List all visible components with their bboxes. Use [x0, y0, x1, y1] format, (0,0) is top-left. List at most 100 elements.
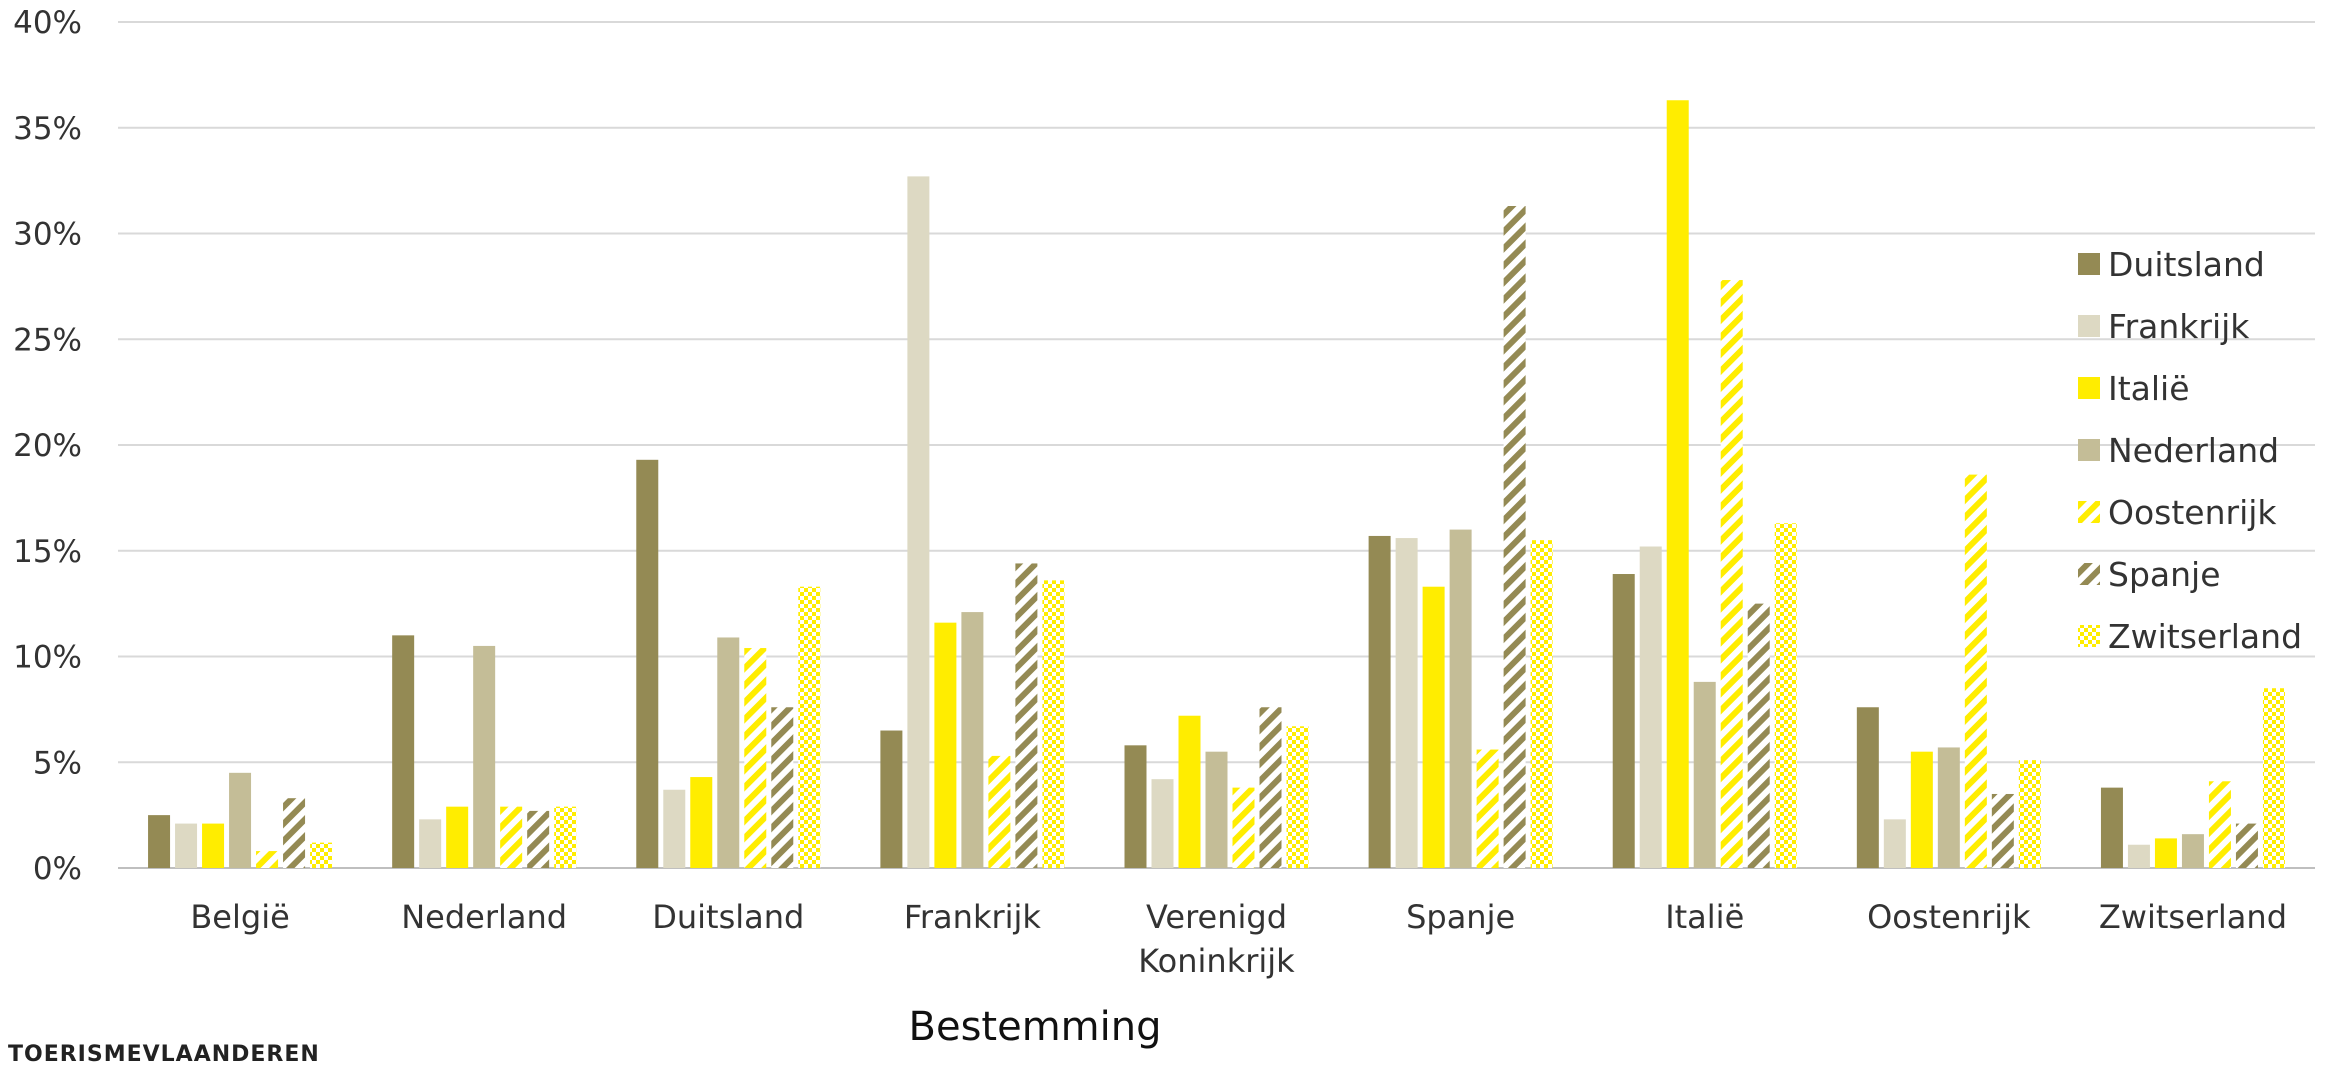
- bar-nederland-0: [229, 772, 252, 868]
- bar-duitsland-5: [1368, 535, 1391, 868]
- legend-swatch: [2078, 253, 2100, 275]
- bar-duitsland-7: [1856, 707, 1879, 868]
- legend-swatch: [2078, 625, 2100, 647]
- legend-label: Italië: [2108, 369, 2190, 408]
- bar-zwitserland-5: [1530, 540, 1553, 868]
- bar-oostenrijk-3: [988, 755, 1011, 868]
- bars: [148, 100, 2285, 868]
- bar-frankrijk-4: [1151, 779, 1174, 868]
- y-tick-label: 15%: [13, 534, 82, 570]
- bar-duitsland-8: [2100, 787, 2123, 868]
- y-tick-label: 10%: [13, 640, 82, 676]
- bar-oostenrijk-7: [1964, 474, 1987, 868]
- y-tick-label: 20%: [13, 428, 82, 464]
- bar-duitsland-3: [880, 730, 903, 868]
- bar-italië-3: [934, 622, 957, 868]
- bar-duitsland-1: [392, 635, 415, 868]
- bar-nederland-5: [1449, 529, 1472, 868]
- bar-spanje-0: [283, 798, 306, 868]
- legend-swatch: [2078, 501, 2100, 523]
- bar-italië-7: [1910, 751, 1933, 868]
- bar-nederland-3: [961, 612, 984, 868]
- bar-zwitserland-4: [1286, 726, 1309, 868]
- bar-nederland-4: [1205, 751, 1228, 868]
- bar-zwitserland-3: [1042, 580, 1065, 868]
- bar-spanje-7: [1991, 793, 2014, 868]
- bar-zwitserland-6: [1774, 523, 1797, 868]
- legend-label: Duitsland: [2108, 245, 2265, 284]
- legend-label: Frankrijk: [2108, 307, 2250, 346]
- bar-oostenrijk-0: [256, 851, 279, 868]
- bar-nederland-1: [473, 645, 496, 868]
- bar-nederland-6: [1693, 681, 1716, 868]
- x-tick-label: Spanje: [1406, 898, 1515, 936]
- bar-zwitserland-8: [2262, 688, 2285, 868]
- y-axis: 0% 5% 10% 15% 20% 25% 30% 35% 40%: [13, 5, 82, 887]
- y-tick-label: 0%: [33, 851, 82, 887]
- x-tick-label: Duitsland: [652, 898, 804, 936]
- bar-italië-5: [1422, 586, 1445, 868]
- bar-zwitserland-1: [554, 806, 577, 868]
- legend-label: Oostenrijk: [2108, 493, 2277, 532]
- bar-zwitserland-0: [310, 842, 333, 868]
- legend: Duitsland Frankrijk Italië Nederland Oostenr…: [2078, 245, 2302, 656]
- bar-italië-1: [446, 806, 469, 868]
- bar-frankrijk-8: [2127, 844, 2150, 868]
- bar-spanje-2: [771, 707, 794, 868]
- bar-spanje-6: [1747, 603, 1770, 868]
- bar-nederland-7: [1937, 747, 1960, 868]
- x-tick-label: Frankrijk: [904, 898, 1042, 936]
- bar-duitsland-2: [636, 459, 659, 868]
- legend-swatch: [2078, 439, 2100, 461]
- bar-oostenrijk-4: [1232, 787, 1255, 868]
- bar-frankrijk-5: [1395, 538, 1418, 868]
- bar-frankrijk-2: [663, 789, 686, 868]
- legend-label: Spanje: [2108, 555, 2221, 594]
- bar-spanje-3: [1015, 563, 1038, 868]
- bar-oostenrijk-1: [500, 806, 523, 868]
- x-tick-label: Verenigd Koninkrijk: [1138, 898, 1295, 980]
- bar-nederland-8: [2181, 834, 2204, 868]
- y-tick-label: 35%: [13, 111, 82, 147]
- x-axis-title: Bestemming: [909, 1004, 1162, 1050]
- bar-italië-8: [2154, 838, 2177, 868]
- legend-swatch: [2078, 563, 2100, 585]
- bar-duitsland-0: [148, 815, 171, 868]
- legend-label: Nederland: [2108, 431, 2279, 470]
- bar-spanje-8: [2235, 823, 2258, 868]
- bar-italië-0: [202, 823, 225, 868]
- bar-italië-4: [1178, 715, 1201, 868]
- bar-oostenrijk-8: [2208, 781, 2231, 868]
- x-tick-label: Italië: [1665, 898, 1744, 936]
- bar-zwitserland-2: [798, 586, 821, 868]
- legend-label: Zwitserland: [2108, 617, 2302, 656]
- bar-italië-6: [1666, 100, 1689, 868]
- footer-logo-text: TOERISMEVLAANDEREN: [8, 1042, 320, 1067]
- bar-frankrijk-0: [175, 823, 198, 868]
- y-tick-label: 25%: [13, 322, 82, 358]
- bar-frankrijk-3: [907, 176, 930, 868]
- x-tick-label: Oostenrijk: [1867, 898, 2031, 936]
- bar-duitsland-6: [1612, 574, 1635, 868]
- bar-zwitserland-7: [2018, 760, 2041, 868]
- bar-oostenrijk-6: [1720, 280, 1743, 868]
- bar-italië-2: [690, 777, 713, 868]
- x-tick-label: België: [190, 898, 289, 936]
- x-axis: België Nederland Duitsland Frankrijk Verenig…: [190, 898, 2287, 980]
- bar-oostenrijk-5: [1476, 749, 1499, 868]
- y-tick-label: 40%: [13, 5, 82, 41]
- bar-spanje-1: [527, 810, 550, 868]
- bar-spanje-5: [1503, 206, 1526, 868]
- y-tick-label: 30%: [13, 217, 82, 253]
- bar-nederland-2: [717, 637, 740, 868]
- bar-frankrijk-7: [1883, 819, 1906, 868]
- bar-duitsland-4: [1124, 745, 1147, 868]
- bar-frankrijk-6: [1639, 546, 1662, 868]
- y-tick-label: 5%: [33, 745, 82, 781]
- bar-oostenrijk-2: [744, 648, 767, 868]
- bar-spanje-4: [1259, 707, 1282, 868]
- x-tick-label: Zwitserland: [2099, 898, 2287, 936]
- legend-swatch: [2078, 315, 2100, 337]
- x-tick-label: Nederland: [401, 898, 567, 936]
